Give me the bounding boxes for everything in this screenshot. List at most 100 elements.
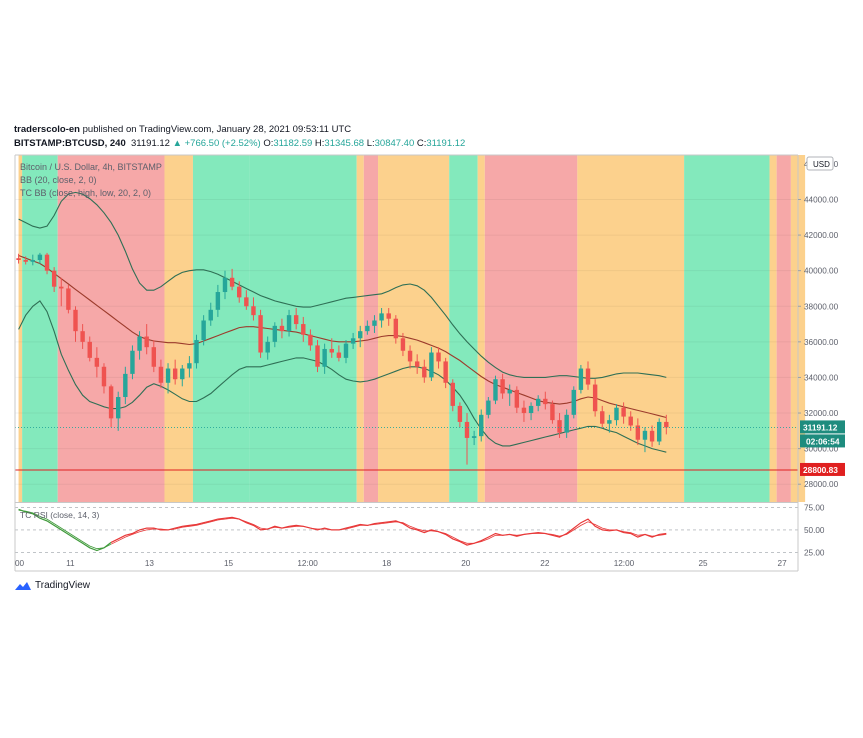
zone-orange [164, 155, 193, 502]
countdown-tag [800, 434, 845, 448]
axes: 28000.00 30000.00 32000.00 34000.00 36000.00… [14, 154, 845, 572]
author-name: traderscolo-en [14, 124, 80, 135]
price-tick-label: 40000.00 [804, 267, 839, 276]
candle-body [429, 352, 434, 378]
candle-body [258, 315, 263, 353]
candle-body [94, 357, 100, 367]
zone-orange [769, 155, 777, 502]
price-tick-label: 30000.00 [804, 445, 839, 454]
rsi-line-early [18, 508, 112, 552]
candle-body [301, 324, 306, 335]
candle-body [365, 325, 370, 332]
zone-green [449, 155, 478, 502]
candle-body [422, 366, 427, 378]
candle-body [265, 341, 270, 353]
candle-body [493, 379, 498, 401]
candle-body [30, 259, 36, 262]
candle-body [187, 363, 192, 369]
candle-body [393, 318, 399, 339]
candle-body [293, 315, 299, 325]
candle-body [137, 336, 142, 351]
candle-body [535, 398, 541, 406]
close-label: C: [416, 138, 427, 149]
time-tick-label: 13 [145, 559, 155, 568]
candle-body [116, 397, 121, 419]
bollinger-bands [18, 191, 667, 453]
candle-body [315, 345, 320, 367]
candle-body [350, 338, 356, 344]
candle-body [108, 386, 114, 419]
tradingview-logo[interactable]: TradingView [14, 580, 90, 591]
time-tick-label: 25 [698, 559, 708, 568]
price-tick-label: 36000.00 [804, 338, 839, 347]
rsi-line [110, 516, 667, 546]
candle-body [144, 336, 149, 348]
candle-body [479, 414, 484, 437]
candle-body [87, 341, 92, 358]
currency-button[interactable] [806, 156, 834, 171]
candle-body [642, 430, 648, 440]
candle-body [123, 373, 128, 398]
legend-rsi: TC RSI (close, 14, 3) [20, 510, 100, 520]
candle-body [51, 270, 57, 287]
price-tick-label: 42000.00 [804, 231, 839, 240]
candle-body [471, 436, 477, 438]
candle-body [208, 309, 213, 321]
candle-body [180, 368, 185, 380]
candle-body [464, 421, 470, 438]
candle-body [80, 331, 85, 342]
candle-body [322, 348, 327, 367]
candle-body [521, 407, 527, 414]
candle-body [158, 366, 164, 383]
high-value: 31345.68 [324, 138, 365, 149]
background-zones [18, 155, 806, 502]
symbol-name: BITSTAMP:BTCUSD, 240 [14, 138, 126, 149]
zone-orange [577, 155, 685, 502]
zone-red [484, 155, 578, 502]
candle-body [543, 398, 548, 405]
candle-body [450, 382, 455, 406]
brand-label: TradingView [35, 580, 91, 591]
candle-body [272, 325, 278, 342]
zone-green [22, 155, 58, 502]
high-label: H: [314, 138, 325, 149]
candle-body [528, 405, 534, 414]
time-tick-label: 12:00 [614, 559, 635, 568]
candle-body [550, 404, 555, 421]
candle-body [59, 286, 64, 289]
candle-body [194, 340, 199, 364]
price-tick-label: 32000.00 [804, 409, 839, 418]
time-tick-label: 18 [382, 559, 392, 568]
legend-title: Bitcoin / U.S. Dollar, 4h, BITSTAMP [20, 162, 162, 172]
candle-body [229, 277, 235, 287]
candle-body [414, 361, 420, 367]
rsi-tick-label: 25.00 [804, 548, 825, 557]
candles [16, 252, 669, 465]
candle-body [507, 389, 512, 394]
candle-body [664, 421, 669, 428]
time-tick-label: 27 [778, 559, 788, 568]
time-tick-label: 22 [540, 559, 550, 568]
open-label: O: [263, 138, 274, 149]
time-tick-label: 15 [224, 559, 234, 568]
candle-body [607, 420, 612, 424]
candle-body [400, 338, 406, 351]
zone-orange [378, 155, 450, 502]
candle-body [73, 309, 78, 332]
rsi-tick-label: 75.00 [804, 503, 825, 512]
price-lines [15, 427, 798, 471]
candle-body [215, 292, 221, 310]
candle-body [600, 411, 605, 424]
time-tick-label: 20 [461, 559, 471, 568]
candle-body [436, 352, 441, 362]
candle-body [557, 420, 562, 433]
time-tick-label: 12:00 [297, 559, 318, 568]
price-tick-label: 38000.00 [804, 302, 839, 311]
candle-body [500, 379, 505, 394]
candle-body [386, 313, 391, 319]
candle-body [592, 384, 598, 412]
rsi-background [15, 503, 798, 555]
open-value: 31182.59 [273, 138, 313, 149]
rsi-tick-label: 50.00 [804, 526, 825, 535]
